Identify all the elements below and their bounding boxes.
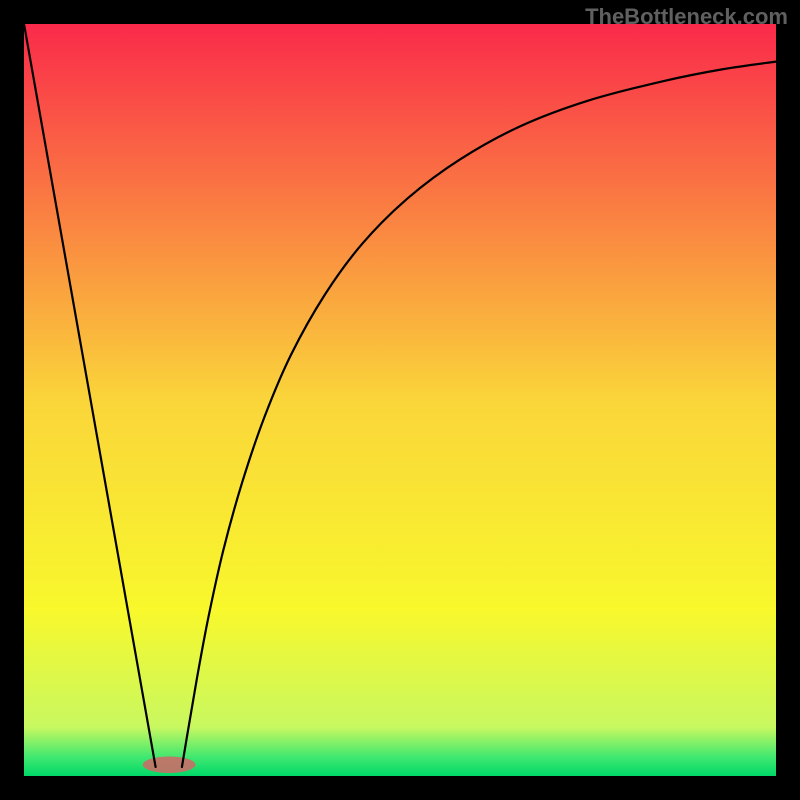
chart-container: TheBottleneck.com	[0, 0, 800, 800]
bottleneck-chart	[0, 0, 800, 800]
watermark-text: TheBottleneck.com	[585, 4, 788, 30]
